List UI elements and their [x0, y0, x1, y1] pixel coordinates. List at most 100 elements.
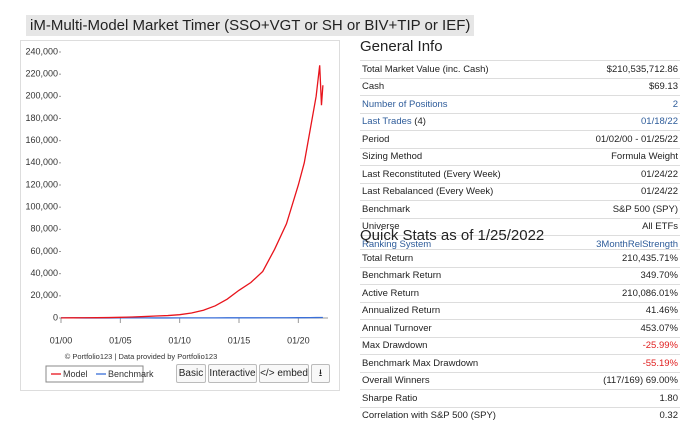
- cell-text[interactable]: Number of Positions: [362, 99, 448, 110]
- cell: 2: [559, 96, 680, 114]
- cell-text: 210,435.71%: [622, 253, 678, 264]
- x-tick-label: 01/00: [50, 335, 73, 345]
- row: Active Return 210,086.01%: [360, 285, 680, 303]
- cell: Total Market Value (inc. Cash): [360, 61, 559, 79]
- cell-text: Total Return: [362, 253, 413, 264]
- cell: 210,435.71%: [564, 250, 680, 268]
- cell: 210,086.01%: [564, 285, 680, 303]
- cell: Annual Turnover: [360, 320, 564, 338]
- cell-text: Max Drawdown: [362, 340, 427, 351]
- button[interactable]: Basic: [176, 364, 206, 383]
- cell: 349.70%: [564, 267, 680, 285]
- y-tick-label: 200,000: [25, 91, 58, 101]
- cell: 01/24/22: [559, 166, 680, 184]
- cell: (117/169) 69.00%: [564, 372, 680, 390]
- cell-text: 01/02/00 - 01/25/22: [596, 134, 678, 145]
- section-title: Quick Stats as of 1/25/2022: [360, 227, 680, 245]
- info-table: Total Market Value (inc. Cash) $210,535,7…: [360, 60, 680, 253]
- row: Last Reconstituted (Every Week) 01/24/22: [360, 166, 680, 184]
- row: Max Drawdown -25.99%: [360, 337, 680, 355]
- cell: Sizing Method: [360, 148, 559, 166]
- cell-text: (117/169) 69.00%: [603, 375, 678, 386]
- cell: Benchmark Return: [360, 267, 564, 285]
- stats-table: Total Return 210,435.71% Benchmark Return 3…: [360, 249, 680, 424]
- cell: 41.46%: [564, 302, 680, 320]
- general-info: General Info Total Market Value (inc. Ca…: [360, 38, 680, 253]
- cell: Benchmark: [360, 201, 559, 219]
- download-button[interactable]: ⭳: [311, 364, 330, 383]
- cell: 01/02/00 - 01/25/22: [559, 131, 680, 149]
- y-tick-label: 120,000: [25, 179, 58, 189]
- cell: Correlation with S&P 500 (SPY): [360, 407, 564, 424]
- cell-text: 01/24/22: [641, 186, 678, 197]
- quick-stats: Quick Stats as of 1/25/2022 Total Return…: [360, 227, 680, 424]
- cell-text: Last Reconstituted (Every Week): [362, 169, 501, 180]
- cell: $210,535,712.86: [559, 61, 680, 79]
- chart: 020,00040,00060,00080,000100,000120,0001…: [21, 41, 339, 390]
- cell-text: Total Market Value (inc. Cash): [362, 64, 489, 75]
- cell-text: Benchmark: [362, 204, 410, 215]
- cell: S&P 500 (SPY): [559, 201, 680, 219]
- row: Sizing Method Formula Weight: [360, 148, 680, 166]
- cell-text: Annualized Return: [362, 305, 440, 316]
- cell-text: $69.13: [649, 81, 678, 92]
- cell-text[interactable]: 2: [673, 99, 678, 110]
- row: Cash $69.13: [360, 78, 680, 96]
- cell: Active Return: [360, 285, 564, 303]
- cell-text: Formula Weight: [611, 151, 678, 162]
- row: Period 01/02/00 - 01/25/22: [360, 131, 680, 149]
- cell: Number of Positions: [360, 96, 559, 114]
- cell: Last Rebalanced (Every Week): [360, 183, 559, 201]
- cell: $69.13: [559, 78, 680, 96]
- cell: Total Return: [360, 250, 564, 268]
- cell: 01/24/22: [559, 183, 680, 201]
- cell-text: 01/24/22: [641, 169, 678, 180]
- row: Sharpe Ratio 1.80: [360, 390, 680, 408]
- cell: Annualized Return: [360, 302, 564, 320]
- cell-text: Benchmark Return: [362, 270, 441, 281]
- cell: Sharpe Ratio: [360, 390, 564, 408]
- button[interactable]: </> embed: [259, 364, 309, 383]
- cell: Last Trades (4): [360, 113, 559, 131]
- cell: Cash: [360, 78, 559, 96]
- cell: Last Reconstituted (Every Week): [360, 166, 559, 184]
- cell-text: 453.07%: [640, 323, 678, 334]
- y-tick-label: 140,000: [25, 157, 58, 167]
- cell-text: Benchmark Max Drawdown: [362, 358, 478, 369]
- cell: 453.07%: [564, 320, 680, 338]
- cell-text: -55.19%: [643, 358, 678, 369]
- cell-text[interactable]: Last Trades: [362, 116, 412, 127]
- row: Benchmark S&P 500 (SPY): [360, 201, 680, 219]
- y-tick-label: 60,000: [30, 246, 58, 256]
- y-tick-label: 20,000: [30, 290, 58, 300]
- cell-text: 1.80: [660, 393, 679, 404]
- cell-text: Correlation with S&P 500 (SPY): [362, 410, 496, 421]
- button[interactable]: Interactive: [208, 364, 257, 383]
- cell-text: (4): [414, 116, 426, 127]
- cell-text: $210,535,712.86: [607, 64, 678, 75]
- row: Last Trades (4) 01/18/22: [360, 113, 680, 131]
- row: Benchmark Return 349.70%: [360, 267, 680, 285]
- cell-text: Period: [362, 134, 389, 145]
- row: Annual Turnover 453.07%: [360, 320, 680, 338]
- cell-text: Cash: [362, 81, 384, 92]
- y-tick-label: 180,000: [25, 113, 58, 123]
- y-tick-label: 240,000: [25, 46, 58, 56]
- y-tick-label: 0: [53, 312, 58, 322]
- cell-text: 210,086.01%: [622, 288, 678, 299]
- cell: Period: [360, 131, 559, 149]
- cell-text[interactable]: 01/18/22: [641, 116, 678, 127]
- cell: Formula Weight: [559, 148, 680, 166]
- cell-text: 41.46%: [646, 305, 678, 316]
- y-tick-label: 100,000: [25, 202, 58, 212]
- cell: 1.80: [564, 390, 680, 408]
- cell: -25.99%: [564, 337, 680, 355]
- cell-text: Active Return: [362, 288, 419, 299]
- cell: Max Drawdown: [360, 337, 564, 355]
- y-tick-label: 40,000: [30, 268, 58, 278]
- row: Last Rebalanced (Every Week) 01/24/22: [360, 183, 680, 201]
- cell: Benchmark Max Drawdown: [360, 355, 564, 373]
- row: Total Return 210,435.71%: [360, 250, 680, 268]
- page-title: iM-Multi-Model Market Timer (SSO+VGT or …: [26, 15, 474, 36]
